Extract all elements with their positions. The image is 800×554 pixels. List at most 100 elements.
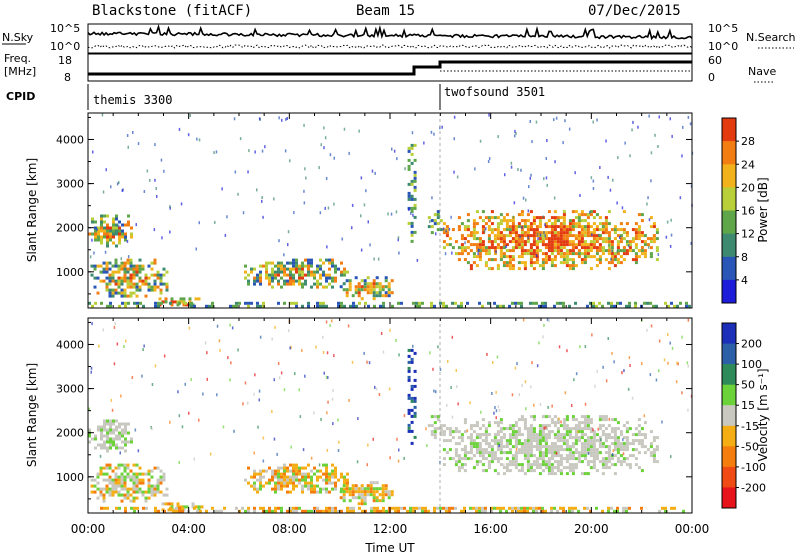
- scatter-cell: [493, 469, 497, 473]
- scatter-cell: [550, 234, 554, 238]
- scatter-cell: [253, 267, 256, 271]
- scatter-cell: [112, 223, 115, 227]
- noise-dot: [89, 255, 92, 259]
- scatter-cell: [433, 219, 437, 223]
- scatter-cell: [571, 466, 575, 470]
- scatter-cell: [164, 300, 168, 304]
- scatter-cell: [154, 304, 157, 308]
- scatter-cell: [502, 427, 506, 431]
- noise-dot: [629, 364, 631, 367]
- scatter-cell: [601, 430, 605, 434]
- noise-dot: [222, 425, 225, 429]
- scatter-cell: [637, 430, 641, 434]
- scatter-cell: [295, 472, 298, 476]
- scatter-cell: [499, 304, 502, 308]
- scatter-cell: [583, 243, 587, 247]
- noise-dot: [655, 378, 658, 382]
- scatter-cell: [532, 469, 536, 473]
- scatter-cell: [304, 279, 307, 283]
- scatter-cell: [370, 506, 373, 510]
- scatter-cell: [523, 219, 527, 223]
- scatter-cell: [325, 285, 328, 289]
- scatter-cell: [586, 436, 590, 440]
- scatter-cell: [372, 288, 376, 292]
- scatter-cell: [147, 481, 151, 485]
- noise-dot: [277, 362, 280, 365]
- scatter-cell: [544, 448, 548, 452]
- scatter-cell: [580, 433, 584, 437]
- scatter-cell: [613, 418, 617, 422]
- noise-dot: [396, 437, 398, 441]
- scatter-cell: [481, 469, 485, 473]
- scatter-cell: [622, 442, 626, 446]
- scatter-cell: [499, 463, 503, 467]
- scatter-cell: [165, 282, 169, 286]
- scatter-cell: [628, 442, 632, 446]
- scatter-cell: [144, 282, 148, 286]
- scatter-cell: [407, 158, 411, 162]
- scatter-cell: [375, 276, 379, 280]
- scatter-cell: [484, 433, 488, 437]
- scatter-cell: [360, 502, 364, 506]
- scatter-cell: [613, 436, 617, 440]
- scatter-cell: [117, 267, 121, 271]
- noise-dot: [612, 449, 615, 453]
- scatter-cell: [502, 433, 506, 437]
- noise-dot: [371, 169, 374, 173]
- scatter-cell: [580, 228, 584, 232]
- scatter-cell: [387, 285, 391, 289]
- scatter-cell: [141, 267, 145, 271]
- scatter-cell: [369, 490, 373, 494]
- scatter-cell: [652, 237, 656, 241]
- scatter-cell: [199, 509, 202, 513]
- scatter-cell: [616, 258, 620, 262]
- scatter-cell: [523, 243, 527, 247]
- scatter-cell: [529, 442, 533, 446]
- scatter-cell: [487, 225, 491, 229]
- scatter-cell: [517, 427, 521, 431]
- scatter-cell: [553, 506, 556, 510]
- scatter-cell: [592, 216, 596, 220]
- scatter-cell: [126, 282, 130, 286]
- scatter-cell: [559, 231, 563, 235]
- scatter-cell: [410, 408, 414, 412]
- scatter-cell: [532, 445, 536, 449]
- noise-dot: [111, 408, 114, 412]
- scatter-cell: [583, 421, 587, 425]
- scatter-cell: [550, 228, 554, 232]
- scatter-cell: [121, 446, 124, 450]
- scatter-cell: [553, 240, 557, 244]
- noise-dot: [119, 451, 121, 455]
- scatter-cell: [562, 424, 566, 428]
- scatter-cell: [307, 475, 310, 479]
- scatter-cell: [571, 258, 575, 262]
- scatter-cell: [565, 472, 569, 476]
- scatter-cell: [410, 182, 414, 186]
- scatter-cell: [595, 225, 599, 229]
- scatter-cell: [595, 240, 599, 244]
- scatter-cell: [511, 225, 515, 229]
- colorbar-segment: [722, 446, 736, 468]
- scatter-cell: [502, 234, 506, 238]
- noise-dot: [545, 426, 547, 430]
- scatter-cell: [613, 264, 617, 268]
- scatter-cell: [619, 240, 623, 244]
- noise-dot: [441, 125, 443, 129]
- noise-dot: [510, 165, 513, 169]
- scatter-cell: [496, 430, 500, 434]
- scatter-cell: [109, 446, 112, 450]
- scatter-cell: [541, 454, 545, 458]
- scatter-cell: [409, 506, 412, 510]
- scatter-cell: [559, 457, 563, 461]
- scatter-cell: [526, 219, 530, 223]
- noise-dot: [163, 169, 165, 173]
- scatter-cell: [360, 499, 364, 503]
- noise-dot: [622, 438, 624, 442]
- noise-dot: [514, 134, 516, 138]
- noise-dot: [327, 400, 329, 404]
- noise-dot: [676, 361, 678, 365]
- scatter-cell: [448, 439, 452, 443]
- noise-dot: [333, 202, 335, 206]
- noise-dot: [607, 175, 609, 179]
- scatter-cell: [550, 469, 554, 473]
